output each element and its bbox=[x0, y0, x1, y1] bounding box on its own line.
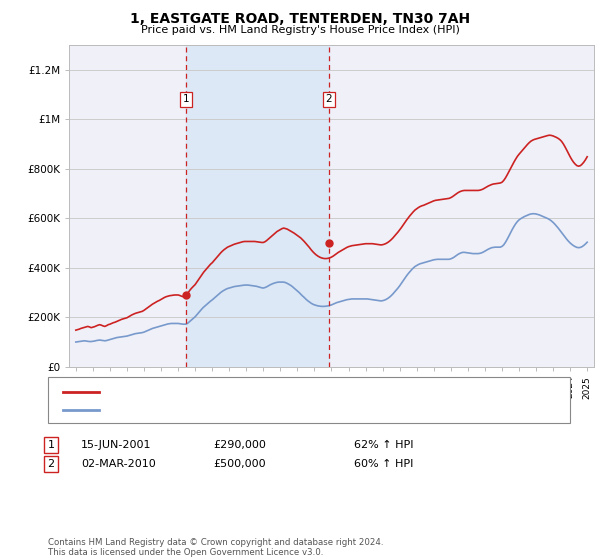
Text: £290,000: £290,000 bbox=[213, 440, 266, 450]
Text: 60% ↑ HPI: 60% ↑ HPI bbox=[354, 459, 413, 469]
Text: 1, EASTGATE ROAD, TENTERDEN, TN30 7AH (detached house): 1, EASTGATE ROAD, TENTERDEN, TN30 7AH (d… bbox=[105, 386, 428, 396]
Text: 15-JUN-2001: 15-JUN-2001 bbox=[81, 440, 151, 450]
Bar bbox=[186, 45, 329, 367]
Text: 1: 1 bbox=[47, 440, 55, 450]
Text: 1, EASTGATE ROAD, TENTERDEN, TN30 7AH: 1, EASTGATE ROAD, TENTERDEN, TN30 7AH bbox=[130, 12, 470, 26]
Text: Contains HM Land Registry data © Crown copyright and database right 2024.
This d: Contains HM Land Registry data © Crown c… bbox=[48, 538, 383, 557]
Text: HPI: Average price, detached house, Ashford: HPI: Average price, detached house, Ashf… bbox=[105, 405, 338, 415]
Text: 02-MAR-2010: 02-MAR-2010 bbox=[81, 459, 156, 469]
Text: Price paid vs. HM Land Registry's House Price Index (HPI): Price paid vs. HM Land Registry's House … bbox=[140, 25, 460, 35]
Text: 2: 2 bbox=[47, 459, 55, 469]
Text: 62% ↑ HPI: 62% ↑ HPI bbox=[354, 440, 413, 450]
Text: 2: 2 bbox=[325, 94, 332, 104]
Text: £500,000: £500,000 bbox=[213, 459, 266, 469]
Text: 1: 1 bbox=[182, 94, 189, 104]
